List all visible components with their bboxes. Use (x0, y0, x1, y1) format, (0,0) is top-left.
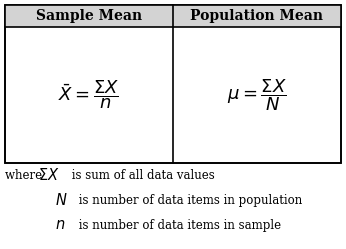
Bar (5, 5, 341, 163)
Text: where: where (5, 169, 46, 182)
Text: $\mu = \dfrac{\Sigma X}{N}$: $\mu = \dfrac{\Sigma X}{N}$ (227, 77, 287, 113)
Bar (5, 5, 341, 163)
Text: Population Mean: Population Mean (191, 9, 324, 23)
Bar (173, 5, 341, 27)
Text: $\Sigma X$: $\Sigma X$ (38, 167, 60, 183)
Text: $n$: $n$ (55, 218, 65, 232)
Text: $\bar{X} = \dfrac{\Sigma X}{n}$: $\bar{X} = \dfrac{\Sigma X}{n}$ (58, 79, 120, 111)
Bar (5, 5, 173, 27)
Text: is sum of all data values: is sum of all data values (68, 169, 215, 182)
Text: Sample Mean: Sample Mean (36, 9, 142, 23)
Text: is number of data items in sample: is number of data items in sample (75, 219, 281, 232)
Text: is number of data items in population: is number of data items in population (75, 193, 302, 206)
Text: $N$: $N$ (55, 192, 67, 208)
